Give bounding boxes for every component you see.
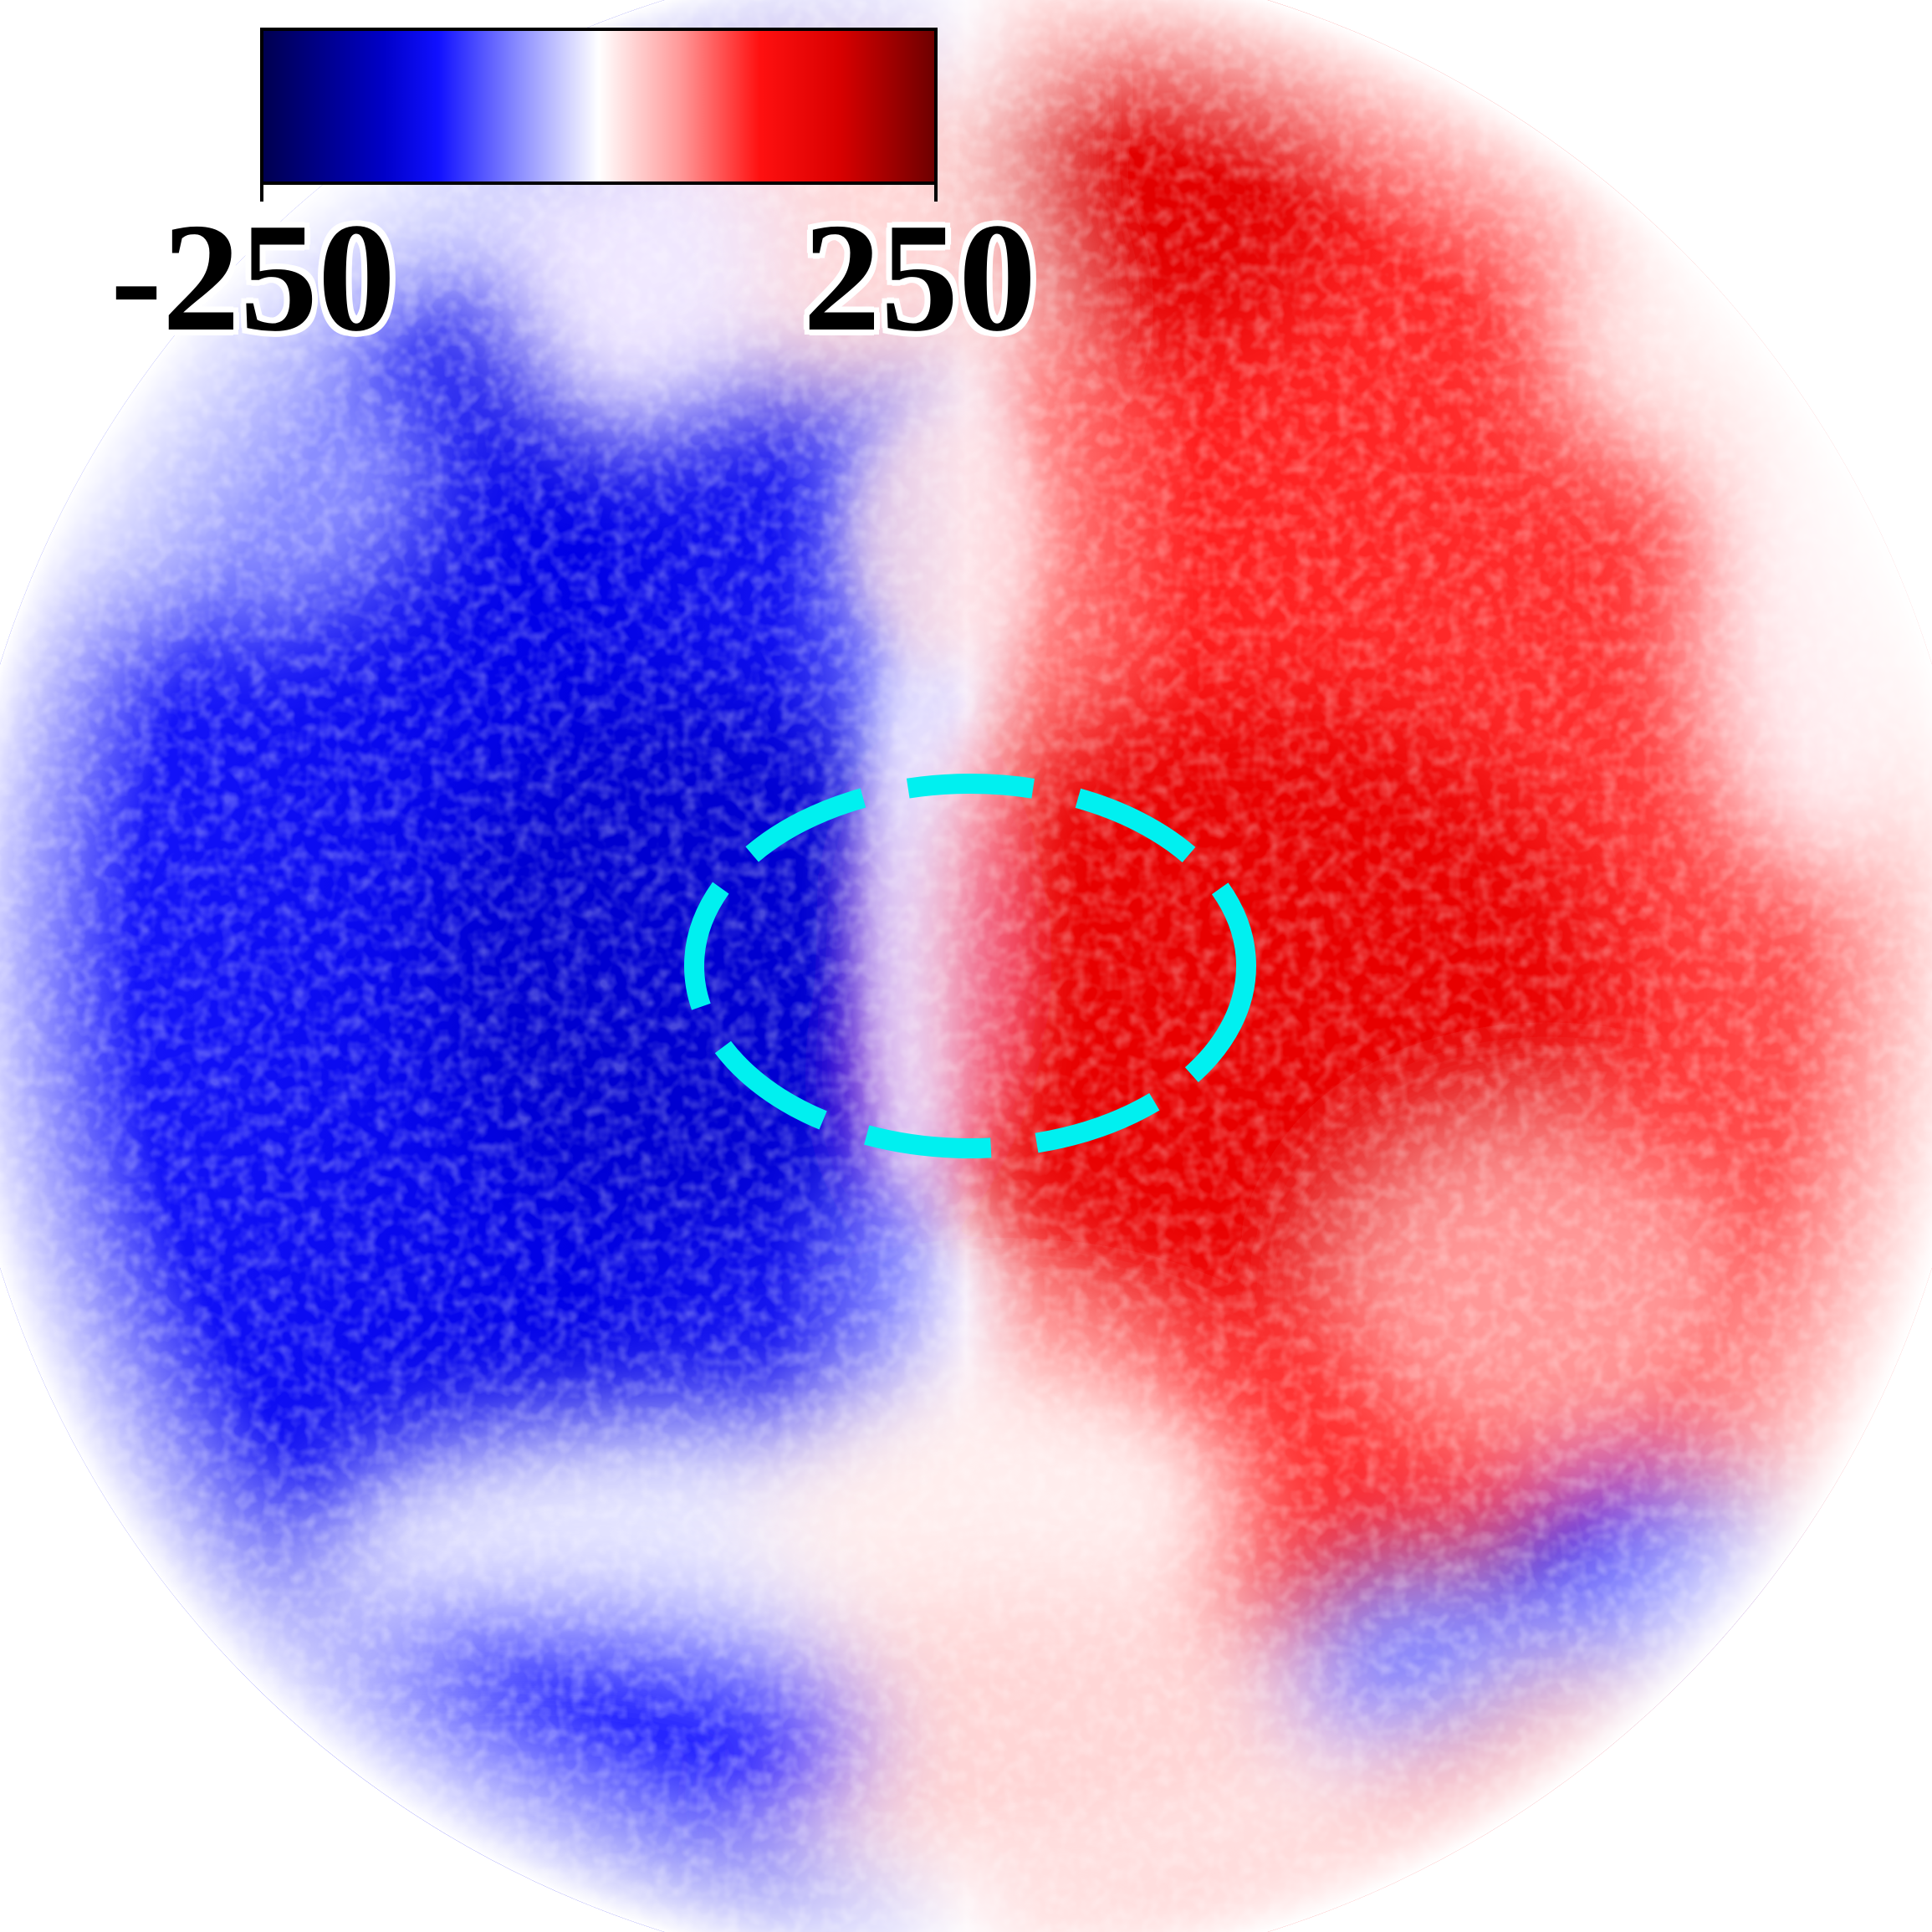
colorbar-min-label: -250 (110, 192, 396, 364)
colorbar-tick-min (260, 185, 263, 202)
colorbar-tick-max (934, 185, 938, 202)
colorbar (260, 28, 938, 185)
colorbar-max-label: 250 (803, 192, 1036, 364)
dashed-ellipse-annotation (684, 774, 1256, 1158)
